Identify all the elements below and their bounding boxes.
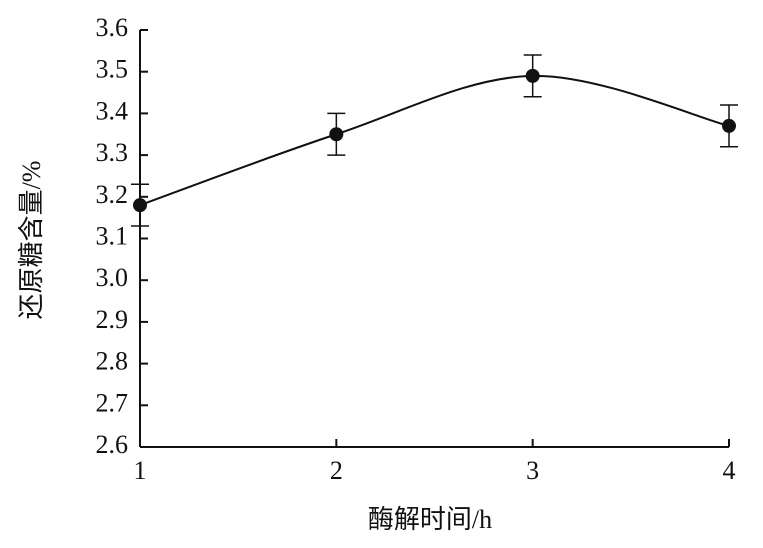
y-tick-label: 2.7 — [96, 388, 129, 417]
y-tick-label: 2.9 — [96, 305, 129, 334]
series-line — [139, 74, 730, 207]
y-axis-title: 还原糖含量/% — [17, 161, 46, 320]
point — [722, 118, 736, 133]
y-tick-label: 2.6 — [96, 430, 129, 459]
point — [525, 68, 540, 83]
y-tick-label: 3.1 — [96, 221, 129, 250]
x-tick-label: 4 — [723, 456, 736, 485]
y-tick-label: 2.8 — [96, 347, 129, 376]
y-tick-label: 3.2 — [96, 180, 129, 209]
y-tick-label: 3.6 — [96, 13, 129, 42]
x-axis-title: 酶解时间/h — [368, 505, 492, 534]
y-tick-label: 3.4 — [96, 96, 129, 125]
point — [133, 198, 147, 213]
point — [329, 127, 344, 142]
x-tick-label: 2 — [330, 456, 343, 485]
y-tick-label: 3.3 — [96, 138, 129, 167]
y-tick-label: 3.5 — [96, 55, 129, 84]
x-tick-label: 3 — [526, 456, 539, 485]
y-tick-label: 3.0 — [96, 263, 129, 292]
x-tick-label: 1 — [134, 456, 147, 485]
